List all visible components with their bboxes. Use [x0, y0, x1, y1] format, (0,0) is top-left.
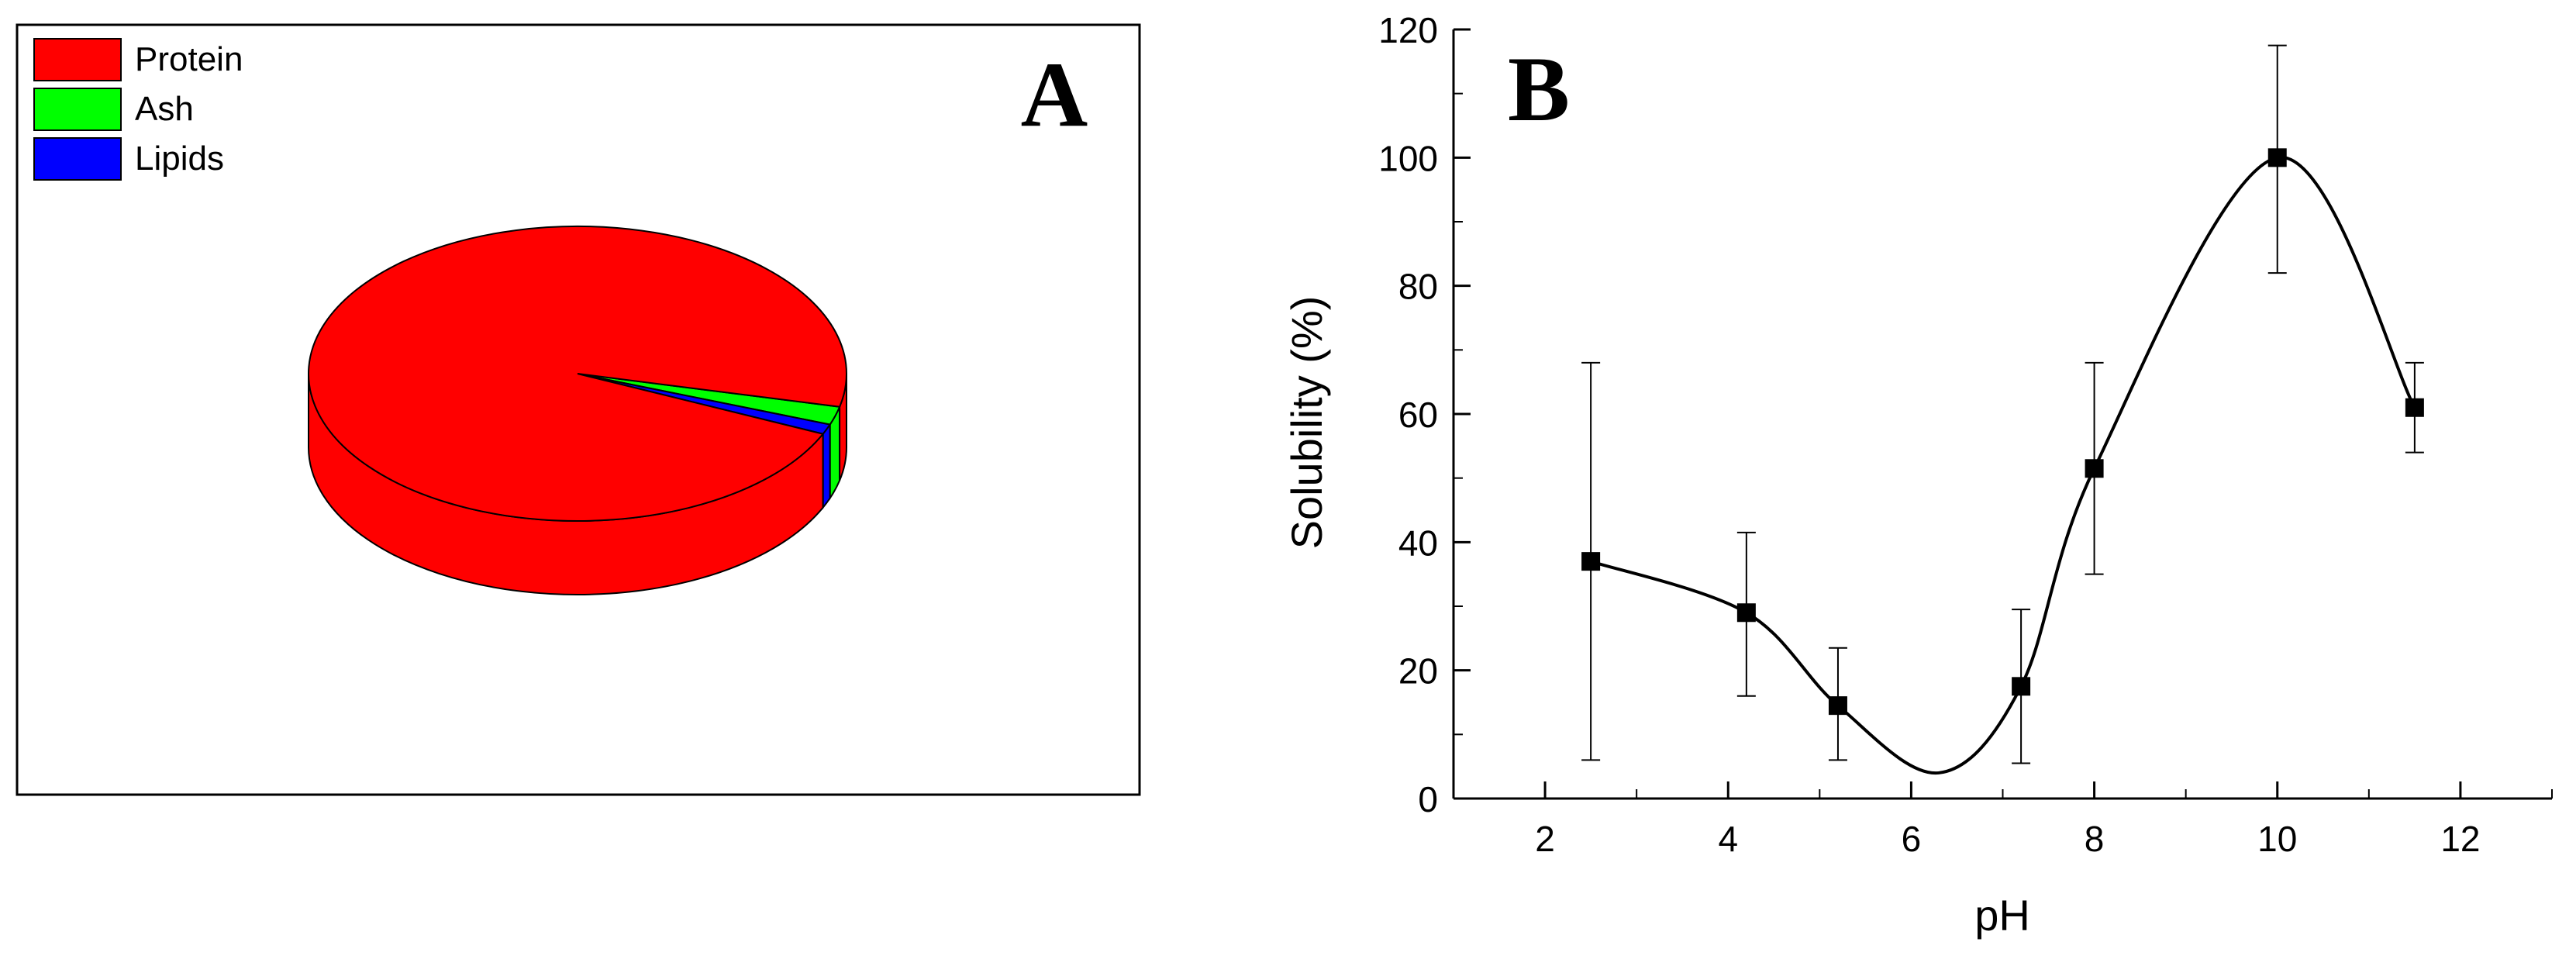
x-axis-label: pH: [1974, 891, 2030, 940]
data-point: [2405, 398, 2424, 417]
data-point: [1828, 696, 1847, 716]
solubility-plot: 0 20 40 60 80 100 120 2 4 6 8 10 12: [1378, 10, 2553, 859]
pie-legend: Protein Ash Lipids: [33, 38, 243, 181]
solubility-curve: [1590, 156, 2416, 774]
panel-b-label: B: [1508, 37, 1570, 140]
pie-slice-protein: [308, 226, 848, 522]
legend-swatch-ash: [33, 88, 122, 131]
x-tick-label: 8: [2085, 819, 2105, 859]
legend-label-protein: Protein: [135, 40, 243, 78]
data-point: [1736, 603, 1756, 623]
legend-swatch-protein: [33, 38, 122, 81]
panel-a-label: A: [1021, 43, 1088, 146]
x-tick-label: 4: [1718, 819, 1738, 859]
panel-a: Protein Ash Lipids A: [16, 23, 1141, 796]
y-tick-label: 40: [1398, 523, 1438, 563]
y-axis-label: Solubility (%): [1282, 296, 1331, 550]
y-tick-label: 100: [1378, 138, 1438, 178]
y-tick-label: 0: [1418, 779, 1438, 819]
pie-chart: [308, 226, 848, 595]
data-point: [2085, 459, 2104, 478]
y-tick-label: 120: [1378, 10, 1438, 50]
y-tick-label: 60: [1398, 395, 1438, 435]
x-tick-label: 6: [1902, 819, 1922, 859]
legend-label-ash: Ash: [135, 90, 194, 128]
data-point: [1581, 552, 1601, 571]
data-point: [2267, 148, 2287, 167]
x-tick-label: 12: [2440, 819, 2480, 859]
pie-side-lipids: [822, 422, 831, 510]
data-point: [2012, 677, 2031, 696]
y-tick-label: 80: [1398, 267, 1438, 307]
panel-b: 0 20 40 60 80 100 120 2 4 6 8 10 12 B pH Solubility …: [1282, 10, 2553, 940]
legend-label-lipids: Lipids: [135, 140, 224, 178]
y-tick-label: 20: [1398, 651, 1438, 692]
x-tick-label: 2: [1535, 819, 1555, 859]
x-tick-label: 10: [2257, 819, 2297, 859]
legend-swatch-lipids: [33, 137, 122, 181]
